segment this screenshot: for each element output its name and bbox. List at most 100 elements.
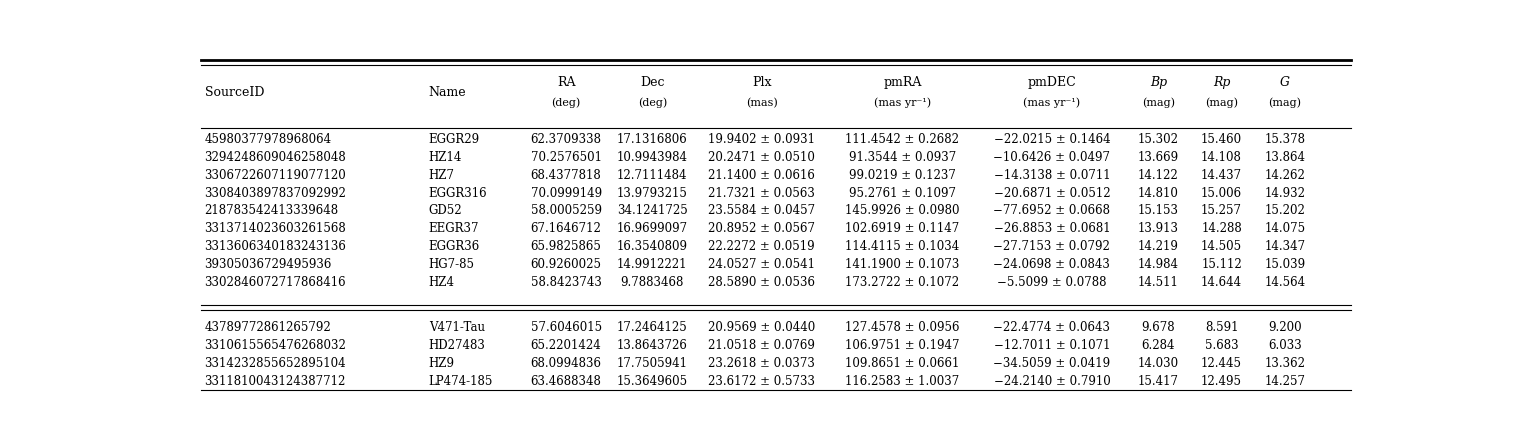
Text: 13.362: 13.362 <box>1264 357 1305 370</box>
Text: 91.3544 ± 0.0937: 91.3544 ± 0.0937 <box>849 151 955 164</box>
Text: 13.9793215: 13.9793215 <box>616 186 687 199</box>
Text: 16.3540809: 16.3540809 <box>616 240 687 253</box>
Text: 68.0994836: 68.0994836 <box>530 357 601 370</box>
Text: 15.006: 15.006 <box>1201 186 1241 199</box>
Text: 109.8651 ± 0.0661: 109.8651 ± 0.0661 <box>845 357 960 370</box>
Text: HZ7: HZ7 <box>428 169 454 182</box>
Text: G: G <box>1279 76 1290 89</box>
Text: HZ14: HZ14 <box>428 151 462 164</box>
Text: 218783542413339648: 218783542413339648 <box>204 204 339 218</box>
Text: 15.378: 15.378 <box>1264 133 1305 146</box>
Text: 15.257: 15.257 <box>1201 204 1241 218</box>
Text: −5.5099 ± 0.0788: −5.5099 ± 0.0788 <box>998 276 1107 289</box>
Text: 24.0527 ± 0.0541: 24.0527 ± 0.0541 <box>709 258 815 271</box>
Text: pmDEC: pmDEC <box>1028 76 1076 89</box>
Text: 17.2464125: 17.2464125 <box>616 321 687 334</box>
Text: 20.8952 ± 0.0567: 20.8952 ± 0.0567 <box>709 222 815 235</box>
Text: (mas): (mas) <box>746 98 777 108</box>
Text: 14.9912221: 14.9912221 <box>618 258 687 271</box>
Text: (mag): (mag) <box>1205 98 1238 108</box>
Text: 116.2583 ± 1.0037: 116.2583 ± 1.0037 <box>845 375 960 388</box>
Text: 16.9699097: 16.9699097 <box>616 222 687 235</box>
Text: V471-Tau: V471-Tau <box>428 321 484 334</box>
Text: 106.9751 ± 0.1947: 106.9751 ± 0.1947 <box>845 339 960 352</box>
Text: HD27483: HD27483 <box>428 339 486 352</box>
Text: HG7-85: HG7-85 <box>428 258 475 271</box>
Text: 3313714023603261568: 3313714023603261568 <box>204 222 347 235</box>
Text: −77.6952 ± 0.0668: −77.6952 ± 0.0668 <box>993 204 1110 218</box>
Text: 14.288: 14.288 <box>1201 222 1241 235</box>
Text: 15.302: 15.302 <box>1137 133 1179 146</box>
Text: 17.7505941: 17.7505941 <box>616 357 687 370</box>
Text: 58.0005259: 58.0005259 <box>530 204 601 218</box>
Text: 67.1646712: 67.1646712 <box>530 222 601 235</box>
Text: HZ4: HZ4 <box>428 276 454 289</box>
Text: −14.3138 ± 0.0711: −14.3138 ± 0.0711 <box>993 169 1110 182</box>
Text: EGGR316: EGGR316 <box>428 186 488 199</box>
Text: 9.200: 9.200 <box>1267 321 1302 334</box>
Text: 3308403897837092992: 3308403897837092992 <box>204 186 347 199</box>
Text: 15.039: 15.039 <box>1264 258 1305 271</box>
Text: Dec: Dec <box>640 76 665 89</box>
Text: 19.9402 ± 0.0931: 19.9402 ± 0.0931 <box>709 133 815 146</box>
Text: 57.6046015: 57.6046015 <box>530 321 601 334</box>
Text: 63.4688348: 63.4688348 <box>530 375 601 388</box>
Text: 14.511: 14.511 <box>1139 276 1179 289</box>
Text: 58.8423743: 58.8423743 <box>530 276 601 289</box>
Text: (mag): (mag) <box>1269 98 1301 108</box>
Text: 141.1900 ± 0.1073: 141.1900 ± 0.1073 <box>845 258 960 271</box>
Text: 68.4377818: 68.4377818 <box>531 169 601 182</box>
Text: −22.0215 ± 0.1464: −22.0215 ± 0.1464 <box>993 133 1110 146</box>
Text: 13.8643726: 13.8643726 <box>616 339 687 352</box>
Text: 21.0518 ± 0.0769: 21.0518 ± 0.0769 <box>709 339 815 352</box>
Text: pmRA: pmRA <box>883 76 922 89</box>
Text: SourceID: SourceID <box>204 86 263 99</box>
Text: 111.4542 ± 0.2682: 111.4542 ± 0.2682 <box>845 133 960 146</box>
Text: 14.030: 14.030 <box>1137 357 1179 370</box>
Text: 15.417: 15.417 <box>1137 375 1179 388</box>
Text: 3302846072717868416: 3302846072717868416 <box>204 276 347 289</box>
Text: −34.5059 ± 0.0419: −34.5059 ± 0.0419 <box>993 357 1110 370</box>
Text: 8.591: 8.591 <box>1205 321 1238 334</box>
Text: Name: Name <box>428 86 466 99</box>
Text: 70.2576501: 70.2576501 <box>530 151 601 164</box>
Text: (deg): (deg) <box>551 98 581 108</box>
Text: 17.1316806: 17.1316806 <box>616 133 687 146</box>
Text: 23.2618 ± 0.0373: 23.2618 ± 0.0373 <box>709 357 815 370</box>
Text: −10.6426 ± 0.0497: −10.6426 ± 0.0497 <box>993 151 1110 164</box>
Text: 21.1400 ± 0.0616: 21.1400 ± 0.0616 <box>709 169 815 182</box>
Text: 9.7883468: 9.7883468 <box>621 276 684 289</box>
Text: 45980377978968064: 45980377978968064 <box>204 133 332 146</box>
Text: 3311810043124387712: 3311810043124387712 <box>204 375 345 388</box>
Text: 12.445: 12.445 <box>1201 357 1241 370</box>
Text: 39305036729495936: 39305036729495936 <box>204 258 332 271</box>
Text: 14.932: 14.932 <box>1264 186 1305 199</box>
Text: 60.9260025: 60.9260025 <box>530 258 601 271</box>
Text: EEGR37: EEGR37 <box>428 222 480 235</box>
Text: HZ9: HZ9 <box>428 357 454 370</box>
Text: 22.2272 ± 0.0519: 22.2272 ± 0.0519 <box>709 240 815 253</box>
Text: 15.460: 15.460 <box>1201 133 1241 146</box>
Text: 102.6919 ± 0.1147: 102.6919 ± 0.1147 <box>845 222 960 235</box>
Text: (deg): (deg) <box>637 98 668 108</box>
Text: 12.495: 12.495 <box>1201 375 1241 388</box>
Text: 15.3649605: 15.3649605 <box>616 375 687 388</box>
Text: 14.257: 14.257 <box>1264 375 1305 388</box>
Text: 3294248609046258048: 3294248609046258048 <box>204 151 347 164</box>
Text: 3306722607119077120: 3306722607119077120 <box>204 169 347 182</box>
Text: RA: RA <box>557 76 575 89</box>
Text: 23.6172 ± 0.5733: 23.6172 ± 0.5733 <box>709 375 815 388</box>
Text: 6.033: 6.033 <box>1267 339 1302 352</box>
Text: −26.8853 ± 0.0681: −26.8853 ± 0.0681 <box>993 222 1110 235</box>
Text: 28.5890 ± 0.0536: 28.5890 ± 0.0536 <box>709 276 815 289</box>
Text: (mas yr⁻¹): (mas yr⁻¹) <box>1023 98 1081 108</box>
Text: 3310615565476268032: 3310615565476268032 <box>204 339 347 352</box>
Text: LP474-185: LP474-185 <box>428 375 494 388</box>
Text: 9.678: 9.678 <box>1142 321 1175 334</box>
Text: 3313606340183243136: 3313606340183243136 <box>204 240 347 253</box>
Text: 15.202: 15.202 <box>1264 204 1305 218</box>
Text: 14.122: 14.122 <box>1139 169 1178 182</box>
Text: 13.864: 13.864 <box>1264 151 1305 164</box>
Text: 14.219: 14.219 <box>1139 240 1179 253</box>
Text: EGGR29: EGGR29 <box>428 133 480 146</box>
